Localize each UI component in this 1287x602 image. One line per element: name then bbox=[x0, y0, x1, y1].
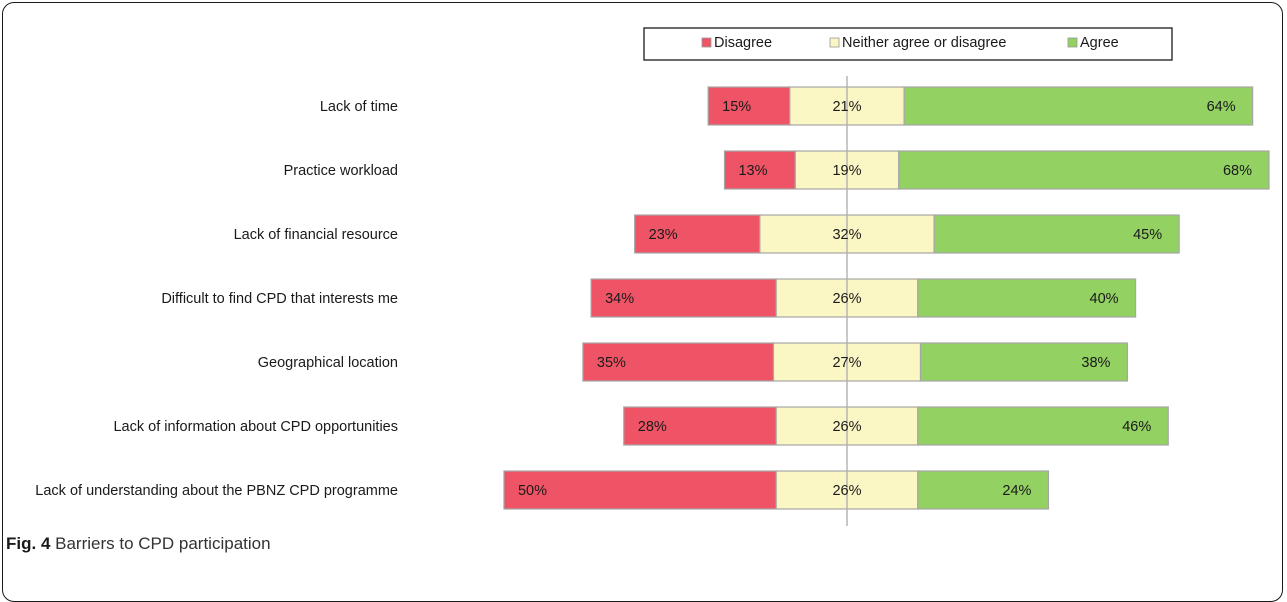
legend-label-agree: Agree bbox=[1080, 35, 1119, 51]
bar-agree bbox=[898, 150, 1270, 190]
value-label-neither-agree-or-disagree: 32% bbox=[832, 227, 861, 243]
bar-disagree bbox=[590, 278, 777, 318]
value-label-disagree: 15% bbox=[722, 99, 751, 115]
legend-swatch-disagree bbox=[701, 37, 712, 48]
value-label-neither-agree-or-disagree: 26% bbox=[832, 419, 861, 435]
diverging-stacked-bar-chart: Disagree Neither agree or disagree Agree L… bbox=[35, 27, 1270, 526]
bar-agree bbox=[917, 470, 1050, 510]
value-label-disagree: 34% bbox=[605, 291, 634, 307]
legend-label-neither-agree-or-disagree: Neither agree or disagree bbox=[842, 35, 1006, 51]
category-labels: Lack of time Practice workload Lack of fin… bbox=[35, 99, 398, 499]
value-label-disagree: 35% bbox=[597, 355, 626, 371]
category-label: Lack of information about CPD opportunit… bbox=[113, 419, 398, 435]
caption-text: Barriers to CPD participation bbox=[55, 534, 271, 553]
value-label-neither-agree-or-disagree: 26% bbox=[832, 291, 861, 307]
legend-swatch-neither-agree-or-disagree bbox=[829, 37, 840, 48]
legend-label-disagree: Disagree bbox=[714, 35, 772, 51]
bar-disagree bbox=[582, 342, 775, 382]
bar-agree bbox=[917, 406, 1169, 446]
value-label-disagree: 23% bbox=[649, 227, 678, 243]
value-label-neither-agree-or-disagree: 21% bbox=[832, 99, 861, 115]
value-label-neither-agree-or-disagree: 19% bbox=[832, 163, 861, 179]
category-label: Geographical location bbox=[258, 355, 398, 371]
value-label-agree: 45% bbox=[1133, 227, 1162, 243]
value-label-agree: 38% bbox=[1081, 355, 1110, 371]
legend-box bbox=[643, 27, 1173, 61]
category-label: Lack of time bbox=[320, 99, 398, 115]
legend-swatch-agree bbox=[1067, 37, 1078, 48]
value-label-neither-agree-or-disagree: 27% bbox=[832, 355, 861, 371]
bar-disagree bbox=[707, 86, 791, 126]
figure-caption: Fig. 4 Barriers to CPD participation bbox=[6, 534, 271, 554]
bar-agree bbox=[919, 342, 1129, 382]
bar-agree bbox=[933, 214, 1180, 254]
value-label-disagree: 28% bbox=[638, 419, 667, 435]
category-label: Lack of financial resource bbox=[234, 227, 398, 243]
value-label-agree: 24% bbox=[1002, 483, 1031, 499]
value-label-agree: 40% bbox=[1090, 291, 1119, 307]
value-label-agree: 64% bbox=[1207, 99, 1236, 115]
value-label-agree: 68% bbox=[1223, 163, 1252, 179]
figure-label: Fig. 4 bbox=[6, 534, 51, 553]
category-label: Practice workload bbox=[284, 163, 398, 179]
value-labels: 15% 21% 64% 13% 19% 68% 23% 32% 45% 34% 26% 40% 35% 2… bbox=[518, 99, 1252, 499]
legend: Disagree Neither agree or disagree Agree bbox=[643, 27, 1173, 61]
bar-agree bbox=[903, 86, 1254, 126]
category-label: Difficult to find CPD that interests me bbox=[161, 291, 398, 307]
bar-disagree bbox=[503, 470, 777, 510]
bar-disagree bbox=[723, 150, 796, 190]
bar-disagree bbox=[634, 214, 761, 254]
category-label: Lack of understanding about the PBNZ CPD… bbox=[35, 483, 398, 499]
value-label-neither-agree-or-disagree: 26% bbox=[832, 483, 861, 499]
bar-agree bbox=[917, 278, 1137, 318]
value-label-disagree: 13% bbox=[738, 163, 767, 179]
value-label-agree: 46% bbox=[1122, 419, 1151, 435]
value-label-disagree: 50% bbox=[518, 483, 547, 499]
bar-disagree bbox=[623, 406, 777, 446]
